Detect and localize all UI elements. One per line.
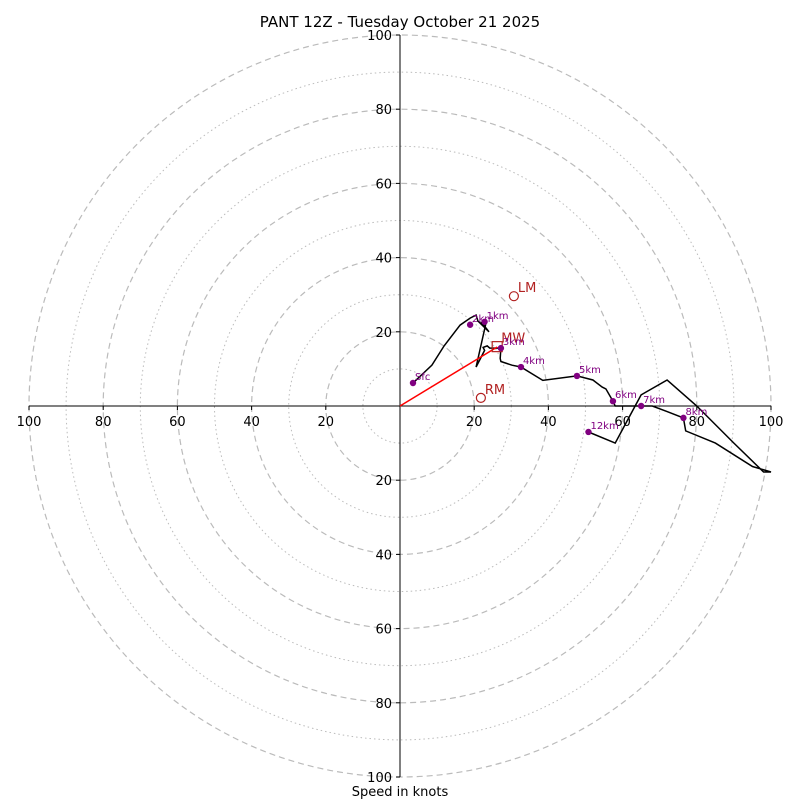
height-marker (609, 397, 617, 405)
storm-motion-marker (508, 291, 519, 302)
height-marker (573, 372, 581, 380)
height-marker-label: 8km (685, 407, 707, 418)
y-tick-label: 100 (367, 771, 392, 786)
height-marker (409, 379, 417, 387)
x-tick-label: 100 (17, 415, 42, 430)
shear-vector (399, 346, 498, 407)
storm-motion-label: RM (485, 383, 505, 398)
y-tick-label: 20 (375, 474, 392, 489)
height-marker-label: 3km (503, 337, 525, 348)
height-marker (481, 318, 488, 325)
height-marker (497, 344, 505, 352)
x-tick-label: 40 (243, 415, 260, 430)
height-marker (517, 363, 525, 371)
height-marker-label: 12km (590, 421, 618, 432)
height-marker (637, 402, 645, 410)
y-tick-label: 100 (367, 29, 392, 44)
height-marker-label: 2km (472, 314, 494, 325)
height-marker (585, 428, 592, 436)
y-tick-label: 40 (375, 548, 392, 563)
height-marker (680, 414, 687, 422)
height-marker-label: 1km (487, 311, 509, 322)
axes: 100 80 60 40 20 20 40 60 80 100 100 80 60 40 20 20 40 60 8… (17, 29, 784, 786)
x-tick-label: 60 (614, 415, 631, 430)
storm-motion-marker (475, 392, 486, 403)
height-marker-label: 7km (643, 395, 665, 406)
height-marker-label: 5km (579, 365, 601, 376)
x-tick-label: 100 (759, 415, 784, 430)
x-tick-label: 80 (689, 415, 706, 430)
hodograph-line (412, 314, 772, 473)
height-marker-label: Sfc (415, 372, 430, 383)
y-tick-label: 60 (375, 623, 392, 638)
x-tick-label: 60 (169, 415, 186, 430)
chart-title: PANT 12Z - Tuesday October 21 2025 (260, 13, 540, 31)
y-tick-label: 20 (375, 326, 392, 341)
height-marker (466, 321, 474, 328)
y-tick-label: 40 (375, 252, 392, 267)
y-tick-label: 60 (375, 177, 392, 192)
x-axis-label: Speed in knots (352, 785, 449, 800)
height-marker-label: 4km (523, 356, 545, 367)
storm-motion-label: LM (518, 281, 536, 296)
height-marker-label: 6km (615, 390, 637, 401)
x-tick-label: 20 (466, 415, 483, 430)
y-tick-label: 80 (375, 697, 392, 712)
y-tick-label: 80 (375, 103, 392, 118)
storm-motion-label: MW (501, 332, 525, 347)
x-tick-label: 20 (318, 415, 335, 430)
x-tick-label: 80 (95, 415, 112, 430)
x-tick-label: 40 (540, 415, 557, 430)
